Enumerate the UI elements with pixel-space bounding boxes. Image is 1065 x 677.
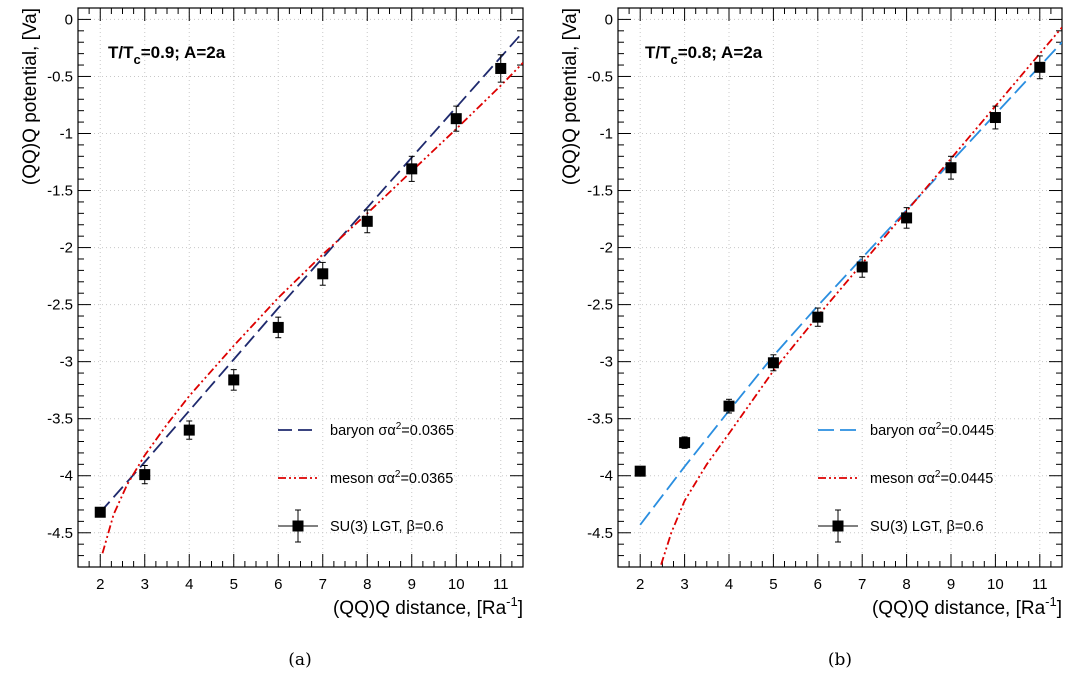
data-point (901, 212, 913, 224)
data-point (812, 311, 824, 323)
baryon-fit-line (639, 41, 1062, 526)
y-tick-label: -4 (600, 468, 613, 485)
data-layer (94, 31, 523, 554)
chart-panel-a: 2 3 4 5 6 7 8 9 10 11 0 -0.5 -1 -1.5 -2 -2.5 -3 -3.5 -4 -4.… (20, 7, 524, 670)
y-tick-label: 0 (605, 11, 613, 28)
x-tick-label: 6 (814, 576, 822, 593)
data-point (94, 506, 106, 518)
legend-marker (292, 520, 304, 532)
panel-caption: (a) (288, 650, 311, 670)
y-tick-label: -1.5 (587, 183, 613, 200)
y-tick-label: -3.5 (587, 411, 613, 428)
y-tick-label: -4.5 (587, 525, 613, 542)
x-tick-label: 5 (230, 576, 238, 593)
x-tick-label: 4 (725, 576, 733, 593)
x-tick-label: 2 (96, 576, 104, 593)
x-axis-title: (QQ)Q distance, [Ra-1] (333, 594, 523, 619)
y-tick-label: -0.5 (47, 68, 73, 85)
x-tick-label: 10 (987, 576, 1004, 593)
y-tick-label: -2.5 (587, 297, 613, 314)
x-tick-label: 6 (274, 576, 282, 593)
legend-label: meson σα2=0.0365 (330, 469, 453, 487)
x-tick-label: 10 (448, 576, 465, 593)
data-layer (634, 26, 1062, 565)
x-tick-label: 5 (769, 576, 777, 593)
x-tick-label: 8 (902, 576, 910, 593)
legend-label: SU(3) LGT, β=0.6 (870, 519, 984, 535)
data-point (767, 357, 779, 369)
y-axis-title: (QQ)Q potential, [Va] (560, 8, 581, 185)
x-tick-label: 7 (858, 576, 866, 593)
y-tick-label: -1.5 (47, 183, 73, 200)
data-point (495, 62, 507, 74)
data-point (228, 374, 240, 386)
y-tick-label: -3 (600, 354, 613, 371)
legend-label: SU(3) LGT, β=0.6 (330, 519, 444, 535)
data-point (679, 437, 691, 449)
meson-fit-line (101, 62, 523, 554)
x-tick-label: 11 (493, 576, 509, 593)
y-tick-label: -1 (60, 125, 73, 142)
x-tick-label: 8 (363, 576, 371, 593)
data-point (856, 261, 868, 273)
y-tick-label: -2 (60, 240, 73, 257)
data-point (406, 163, 418, 175)
y-tick-label: -4.5 (47, 525, 73, 542)
data-point (634, 465, 646, 477)
y-tick-label: -1 (600, 125, 613, 142)
data-point (183, 424, 195, 436)
y-tick-label: -3 (60, 354, 73, 371)
legend-marker (832, 520, 844, 532)
x-tick-label: 4 (185, 576, 193, 593)
data-point (139, 469, 151, 481)
x-tick-label: 2 (636, 576, 644, 593)
data-point (272, 321, 284, 333)
legend-label: meson σα2=0.0445 (870, 469, 993, 487)
data-point (723, 400, 735, 412)
data-point (945, 162, 957, 174)
x-axis-title: (QQ)Q distance, [Ra-1] (872, 594, 1062, 619)
data-point (1034, 61, 1046, 73)
data-point (450, 113, 462, 125)
y-axis-title: (QQ)Q potential, [Va] (20, 8, 41, 185)
y-tick-label: -3.5 (47, 411, 73, 428)
x-tick-label: 3 (680, 576, 688, 593)
x-tick-label: 7 (319, 576, 327, 593)
data-point (317, 268, 329, 280)
y-tick-label: -4 (60, 468, 73, 485)
baryon-fit-line (99, 31, 523, 513)
legend-label: baryon σα2=0.0365 (330, 421, 454, 439)
panel-caption: (b) (828, 650, 852, 670)
panel-title: T/Tc=0.9; A=2a (108, 43, 226, 67)
data-point (361, 215, 373, 227)
x-tick-label: 3 (141, 576, 149, 593)
y-tick-label: -2 (600, 240, 613, 257)
data-point (989, 112, 1001, 124)
legend-label: baryon σα2=0.0445 (870, 421, 994, 439)
x-tick-label: 11 (1032, 576, 1048, 593)
y-tick-label: -2.5 (47, 297, 73, 314)
plot-frame (617, 7, 1063, 568)
chart-panel-b: 2 3 4 5 6 7 8 9 10 11 0 -0.5 -1 -1.5 -2 -2.5 -3 -3.5 -4 -4.… (560, 7, 1063, 670)
x-tick-label: 9 (408, 576, 416, 593)
panel-title: T/Tc=0.8; A=2a (645, 43, 763, 67)
x-tick-label: 9 (947, 576, 955, 593)
y-tick-label: 0 (65, 11, 73, 28)
y-tick-label: -0.5 (587, 68, 613, 85)
